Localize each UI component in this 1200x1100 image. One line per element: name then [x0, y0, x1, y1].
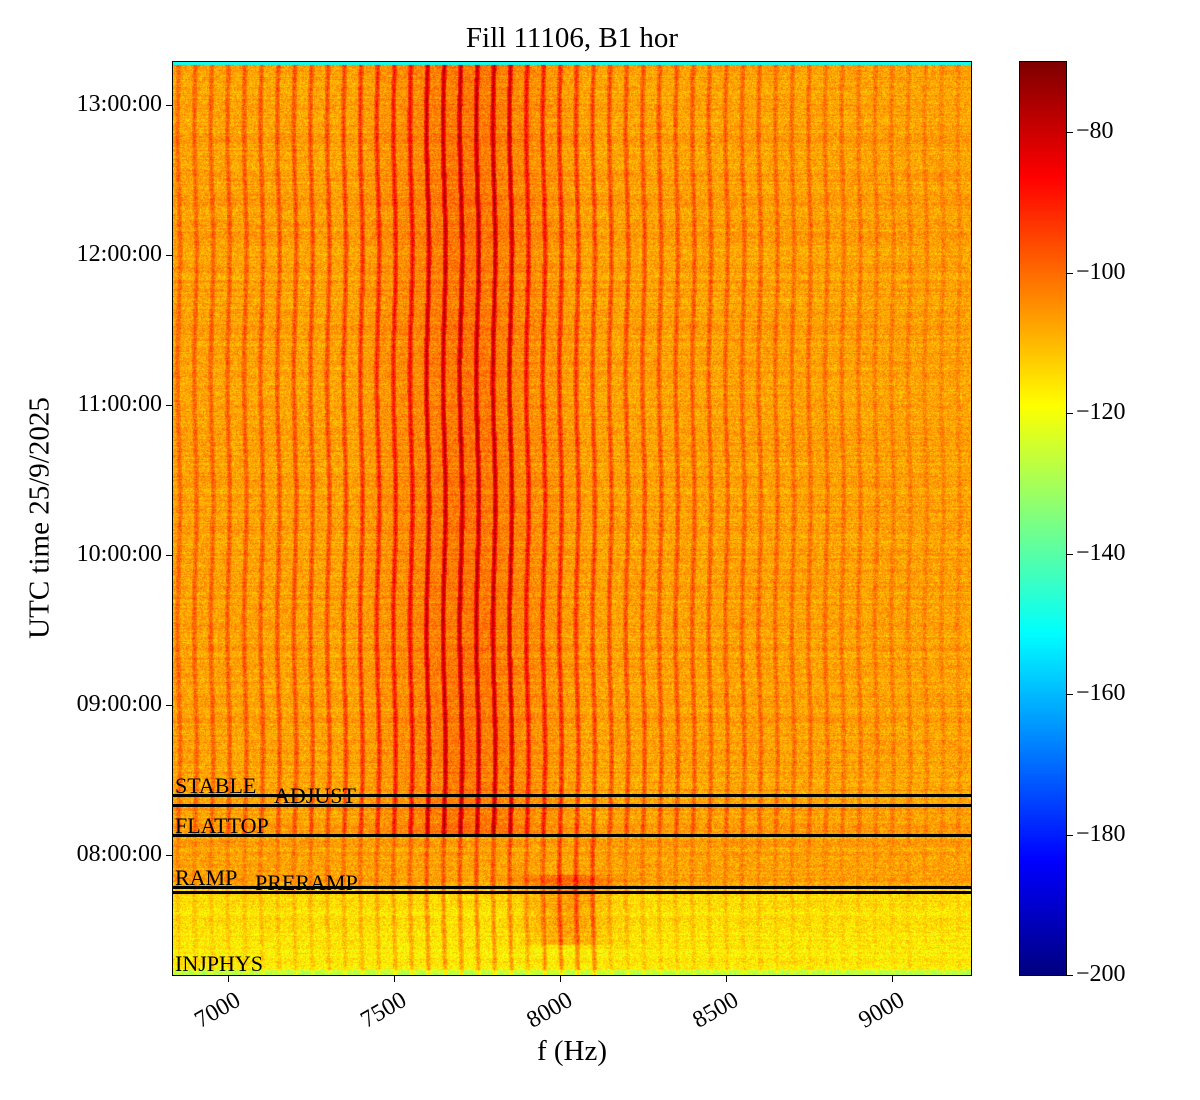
y-tick	[166, 854, 173, 856]
x-tick-label: 7500	[356, 987, 412, 1034]
event-label-flattop: FLATTOP	[175, 812, 269, 838]
y-tick-label: 08:00:00	[76, 840, 162, 867]
event-label-adjust: ADJUST	[274, 782, 356, 808]
x-tick	[394, 975, 396, 982]
y-tick	[166, 554, 173, 556]
chart-title: Fill 11106, B1 hor	[465, 22, 679, 54]
colorbar-tick-label: −180	[1076, 820, 1126, 847]
colorbar-tick	[1066, 694, 1073, 696]
x-tick-label: 8000	[522, 987, 578, 1034]
y-tick-label: 09:00:00	[76, 690, 162, 717]
event-label-stable: STABLE	[175, 772, 257, 798]
y-tick	[166, 404, 173, 406]
event-line-adjust	[173, 803, 971, 807]
colorbar-tick	[1066, 413, 1073, 415]
x-tick-label: 8500	[688, 987, 744, 1034]
colorbar-tick-label: −200	[1076, 961, 1126, 987]
y-tick-label: 13:00:00	[76, 90, 162, 117]
colorbar-tick-label: −160	[1076, 680, 1126, 707]
event-line-ramp	[173, 886, 971, 890]
event-line-preramp	[173, 891, 971, 895]
x-tick-label: 9000	[854, 987, 909, 1034]
y-tick-label: 10:00:00	[76, 540, 162, 567]
x-tick	[891, 975, 893, 982]
event-line-stable	[173, 793, 971, 797]
colorbar-frame	[1019, 61, 1067, 976]
colorbar-tick	[1066, 975, 1073, 976]
y-tick	[166, 254, 173, 256]
colorbar-tick-label: −80	[1076, 118, 1114, 145]
event-label-ramp: RAMP	[175, 865, 238, 891]
colorbar-tick-label: −120	[1076, 399, 1126, 426]
colorbar-tick-label: −100	[1076, 258, 1126, 285]
y-tick-label: 11:00:00	[77, 390, 162, 417]
event-label-injphys: INJPHYS	[175, 951, 264, 976]
colorbar-tick	[1066, 132, 1073, 134]
x-tick	[228, 975, 230, 982]
x-axis-label: f (Hz)	[536, 1035, 608, 1067]
colorbar-tick	[1066, 553, 1073, 555]
y-tick	[166, 104, 173, 106]
colorbar-tick-label: −140	[1076, 539, 1126, 566]
y-axis-label: UTC time 25/9/2025	[23, 397, 56, 639]
colorbar-tick	[1066, 834, 1073, 836]
spectrogram-heatmap	[173, 62, 971, 975]
colorbar	[1020, 62, 1066, 975]
x-tick	[726, 975, 728, 982]
x-tick	[560, 975, 562, 982]
event-line-flattop	[173, 833, 971, 837]
colorbar-tick	[1066, 272, 1073, 274]
y-tick	[166, 704, 173, 706]
x-tick-label: 7000	[190, 987, 246, 1034]
y-tick-label: 12:00:00	[76, 240, 162, 267]
event-label-preramp: PRERAMP	[255, 870, 358, 896]
